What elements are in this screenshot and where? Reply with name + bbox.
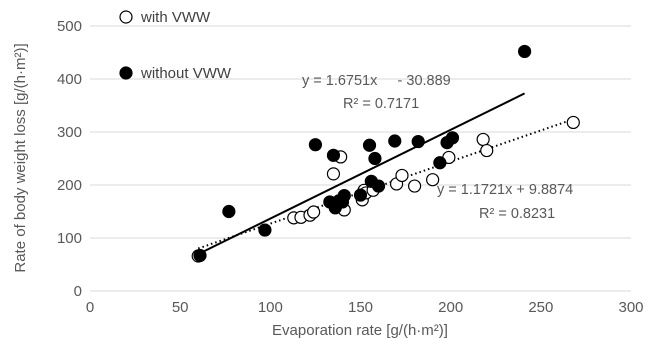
point-with-vww (426, 173, 440, 187)
point-without-vww (326, 148, 341, 162)
x-tick-label: 250 (528, 299, 553, 316)
y-axis-title: Rate of body weight loss [g/(h·m²)] (12, 43, 29, 272)
legend-label-without-vww: without VWW (140, 65, 232, 82)
point-with-vww (408, 179, 422, 193)
y-tick-label: 100 (57, 230, 82, 247)
y-tick-label: 0 (74, 283, 82, 300)
y-tick-label: 400 (57, 71, 82, 88)
point-without-vww (362, 138, 377, 152)
data-points (191, 44, 580, 263)
legend-marker-without-vww (119, 66, 133, 80)
point-without-vww (433, 156, 447, 170)
point-with-vww (480, 143, 494, 158)
point-without-vww (193, 248, 207, 263)
trendline-with-vww (197, 118, 574, 250)
gridlines (90, 25, 631, 239)
point-with-vww (566, 115, 580, 130)
point-without-vww (308, 138, 323, 152)
x-axis-title: Evaporation rate [g/(h·m²)] (272, 322, 448, 338)
point-without-vww (388, 134, 402, 148)
x-tick-label: 100 (258, 299, 283, 316)
y-tick-label: 500 (57, 18, 82, 35)
point-without-vww (371, 179, 386, 193)
legend-marker-with-vww (119, 10, 133, 24)
x-tick-label: 150 (348, 299, 373, 316)
point-with-vww (395, 168, 409, 183)
trendline-annotations: y = 1.6751x - 30.889 R² = 0.7171 y = 1.1… (302, 73, 573, 222)
legend-label-with-vww: with VWW (140, 9, 211, 26)
y-tick-label: 200 (57, 177, 82, 194)
x-tick-label: 300 (618, 299, 643, 316)
r2-with-vww: R² = 0.8231 (479, 206, 555, 222)
equation-without-vww: y = 1.6751x - 30.889 (302, 73, 451, 89)
point-without-vww (337, 189, 351, 203)
point-with-vww (307, 205, 321, 219)
equation-with-vww: y = 1.1721x + 9.8874 (437, 182, 573, 198)
legend: with VWW without VWW (119, 9, 232, 82)
trendline-without-vww (197, 92, 526, 256)
point-without-vww (518, 44, 532, 59)
x-tick-label: 200 (438, 299, 463, 316)
r2-without-vww: R² = 0.7171 (343, 96, 419, 112)
trendlines (197, 92, 574, 256)
x-tick-label: 50 (172, 299, 189, 316)
point-without-vww (222, 204, 236, 219)
y-tick-label: 300 (57, 124, 82, 141)
point-without-vww (445, 131, 460, 145)
point-with-vww (326, 167, 341, 181)
x-tick-label: 0 (86, 299, 94, 316)
point-without-vww (353, 188, 368, 202)
point-with-vww (476, 132, 490, 147)
point-without-vww (411, 134, 425, 149)
axes: 0 100 200 300 400 500 0 50 100 150 200 250 300 (57, 18, 644, 316)
point-without-vww (258, 223, 272, 237)
point-without-vww (368, 151, 382, 166)
